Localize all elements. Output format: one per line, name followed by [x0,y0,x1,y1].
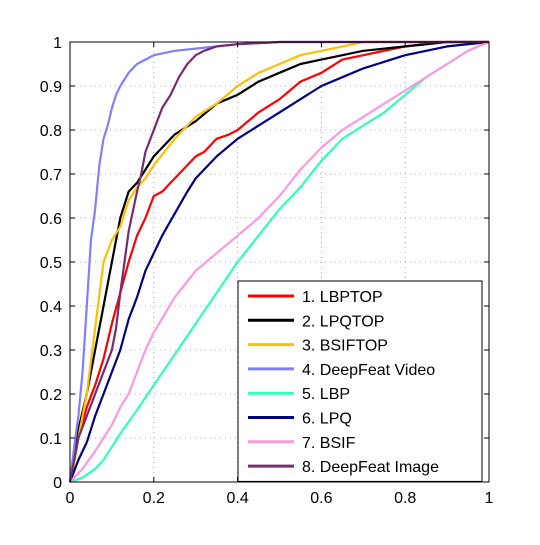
y-tick-label: 0.9 [40,79,62,96]
y-tick-label: 0.7 [40,167,62,184]
x-tick-label: 0.4 [226,490,248,507]
y-tick-label: 0 [53,475,62,492]
legend: 1. LBPTOP 2. LPQTOP 3. BSIFTOP 4. DeepFeat … [237,280,483,482]
x-tick-label: 0.8 [394,490,416,507]
series-line-8 [68,40,489,483]
y-tick-label: 0.5 [40,255,62,272]
y-tick-label: 0.4 [40,299,62,316]
legend-label-4: 4. DeepFeat Video [302,362,435,379]
y-tick-label: 0.3 [40,343,62,360]
series-lines [68,40,490,484]
y-tick-label: 0.8 [40,123,62,140]
legend-label-7: 7. BSIF [302,435,356,452]
legend-label-8: 8. DeepFeat Image [302,459,439,476]
y-tick-label: 1 [53,35,62,52]
series-line-3 [68,40,489,483]
legend-box [237,280,483,482]
x-tick-label: 1 [485,490,494,507]
x-tick-label: 0 [66,490,75,507]
x-axis-tick-labels: 0 0.2 0.4 0.6 0.8 1 [66,490,494,507]
legend-label-5: 5. LBP [302,386,350,403]
series-line-7 [69,40,490,483]
series-line-2 [68,40,489,483]
series-line-1 [68,40,489,483]
series-line-5 [69,40,490,484]
y-tick-label: 0.1 [40,431,62,448]
legend-label-3: 3. BSIFTOP [302,338,388,355]
legend-label-2: 2. LPQTOP [302,313,384,330]
legend-label-1: 1. LBPTOP [302,289,383,306]
x-tick-label: 0.2 [143,490,165,507]
y-tick-label: 0.6 [40,211,62,228]
y-axis-tick-labels: 0 0.1 0.2 0.3 0.4 0.5 0.6 0.7 0.8 0.9 1 [40,35,62,492]
x-tick-label: 0.6 [310,490,332,507]
legend-label-6: 6. LPQ [302,411,352,428]
y-tick-label: 0.2 [40,387,62,404]
series-line-6 [68,40,490,483]
